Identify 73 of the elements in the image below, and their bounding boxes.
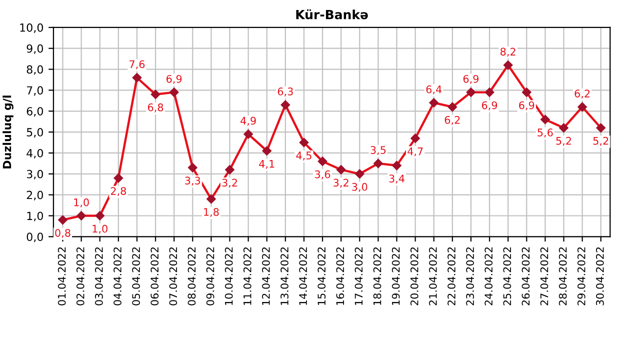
data-label: 0,8 [55,228,70,238]
x-tick-label: 06.04.2022 [150,247,159,306]
x-tick-label: 22.04.2022 [448,247,456,306]
x-tick-label: 28.04.2022 [558,247,567,306]
data-label: 6,9 [519,101,534,110]
data-label: 4,7 [408,148,423,156]
x-tick-label: 12.04.2022 [262,247,270,305]
y-tick-label: 7,0 [26,86,44,96]
x-tick-label: 01.04.2022 [58,247,66,306]
data-label: 8,2 [500,48,516,57]
x-tick-label: 10.04.2022 [224,247,233,305]
y-tick-label: 0,0 [26,232,44,242]
x-tick-label: 29.04.2022 [577,247,586,306]
data-label: 2,8 [110,187,126,196]
y-tick-label: 5,0 [26,128,44,138]
x-tick-label: 02.04.2022 [76,247,84,306]
x-tick-label: 11.04.2022 [243,247,252,305]
y-tick-label: 9,0 [26,44,44,54]
data-label: 3,3 [185,176,200,186]
x-tick-label: 03.04.2022 [94,247,103,306]
data-label: 6,3 [278,88,293,96]
x-tick-label: 07.04.2022 [169,247,178,306]
data-label: 1,0 [74,198,89,208]
data-label: 6,9 [463,74,479,84]
x-tick-label: 25.04.2022 [503,247,512,306]
data-label: 5,2 [556,136,571,146]
data-label: 3,2 [222,178,237,188]
y-axis-title: Duzluluq g/l [2,96,14,168]
y-tick-label: 8,0 [26,65,44,75]
x-tick-label: 15.04.2022 [318,247,326,305]
x-tick-label: 24.04.2022 [484,247,493,306]
y-tick-label: 6,0 [26,107,44,117]
x-tick-label: 16.04.2022 [336,247,344,305]
x-tick-label: 27.04.2022 [540,247,548,306]
y-tick-label: 4,0 [26,148,44,158]
y-tick-label: 1,0 [27,212,44,222]
x-tick-label: 09.04.2022 [206,247,214,306]
data-label: 6,8 [148,103,164,112]
data-label: 5,6 [538,128,553,138]
x-tick-label: 14.04.2022 [299,247,307,305]
x-tick-label: 13.04.2022 [280,247,288,305]
data-label: 3,2 [334,178,348,188]
data-label: 4,1 [259,160,274,169]
x-tick-label: 21.04.2022 [428,247,437,306]
data-label: 3,4 [389,174,404,184]
x-tick-label: 05.04.2022 [132,247,140,306]
data-label: 7,6 [130,60,145,70]
data-label: 5,2 [593,136,608,146]
data-label: 6,2 [574,90,590,99]
x-tick-label: 19.04.2022 [392,247,400,305]
x-tick-label: 17.04.2022 [354,247,363,305]
data-label: 4,9 [240,116,256,126]
x-tick-label: 04.04.2022 [114,247,122,306]
x-tick-label: 08.04.2022 [188,247,196,306]
data-label: 1,8 [204,208,219,217]
chart-title: Kür-Bankə [296,9,368,20]
data-label: 6,4 [426,85,442,94]
data-label: 6,2 [444,116,460,125]
x-tick-label: 20.04.2022 [410,247,418,306]
y-tick-label: 3,0 [26,170,44,180]
data-label: 3,5 [370,146,386,156]
y-tick-label: 2,0 [26,190,44,200]
y-tick-label: 10,0 [20,23,44,33]
data-label: 1,0 [92,224,108,234]
data-label: 6,9 [482,101,498,110]
x-tick-label: 30.04.2022 [596,247,604,306]
data-label: 6,9 [166,74,182,84]
x-tick-label: 23.04.2022 [466,247,474,306]
data-label: 3,6 [315,170,330,180]
data-label: 3,0 [352,182,368,192]
x-tick-label: 18.04.2022 [373,247,382,305]
x-tick-label: 26.04.2022 [522,247,530,306]
data-label: 4,5 [296,152,312,160]
